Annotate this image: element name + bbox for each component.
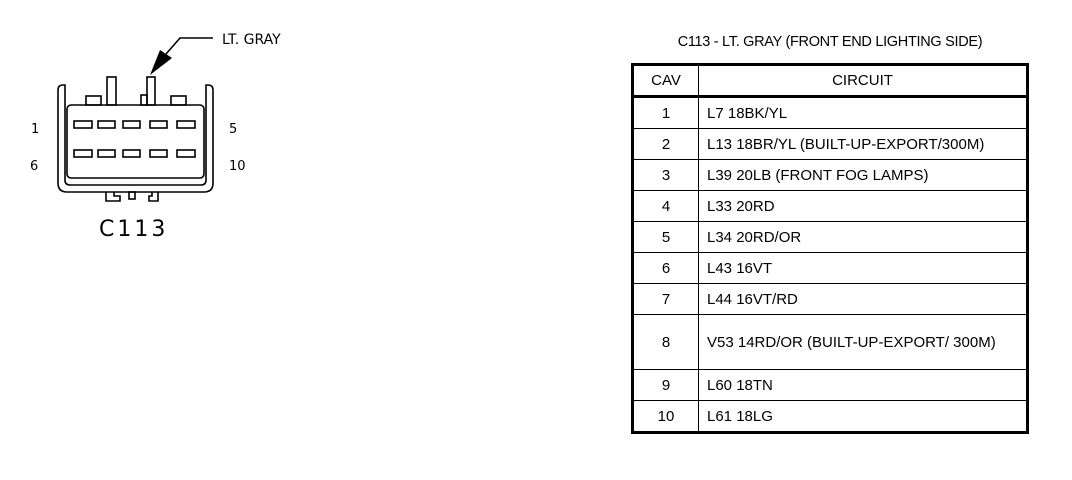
callout-label: LT. GRAY <box>222 32 281 48</box>
connector-name: C113 <box>99 217 168 242</box>
table-row: 6 L43 16VT <box>632 252 1028 284</box>
cav-cell: 4 <box>632 190 699 222</box>
table-row: 7 L44 16VT/RD <box>632 283 1028 315</box>
connector-face <box>66 104 205 179</box>
cavity-circuit-table: CAV CIRCUIT 1 L7 18BK/YL 2 L13 18BR/YL (BUI… <box>631 63 1029 434</box>
circuit-cell: L33 20RD <box>698 190 1028 222</box>
header-cav: CAV <box>632 64 699 98</box>
circuit-cell: L39 20LB (FRONT FOG LAMPS) <box>698 159 1028 191</box>
table-row: 9 L60 18TN <box>632 369 1028 401</box>
pin-label-5: 5 <box>229 122 237 137</box>
table-header-row: CAV CIRCUIT <box>632 64 1028 98</box>
pin-label-1: 1 <box>31 122 39 137</box>
pin-label-6: 6 <box>30 159 38 174</box>
circuit-cell: L13 18BR/YL (BUILT-UP-EXPORT/300M) <box>698 128 1028 160</box>
cav-cell: 10 <box>632 400 699 433</box>
cav-cell: 7 <box>632 283 699 315</box>
table-row: 5 L34 20RD/OR <box>632 221 1028 253</box>
table-title: C113 - LT. GRAY (FRONT END LIGHTING SIDE… <box>677 34 983 50</box>
cavity-slots <box>73 120 196 158</box>
cav-cell: 1 <box>632 96 699 129</box>
circuit-cell: L43 16VT <box>698 252 1028 284</box>
cav-cell: 5 <box>632 221 699 253</box>
circuit-cell: L61 18LG <box>698 400 1028 433</box>
circuit-cell: L34 20RD/OR <box>698 221 1028 253</box>
circuit-cell: L60 18TN <box>698 369 1028 401</box>
circuit-cell: V53 14RD/OR (BUILT-UP-EXPORT/ 300M) <box>698 314 1028 370</box>
connector-diagram: LT. GRAY 1 5 6 10 C113 <box>30 32 281 242</box>
cav-cell: 3 <box>632 159 699 191</box>
table-row: 8 V53 14RD/OR (BUILT-UP-EXPORT/ 300M) <box>632 314 1028 370</box>
table-row: 10 L61 18LG <box>632 400 1028 433</box>
header-circuit: CIRCUIT <box>698 64 1028 98</box>
table-row: 2 L13 18BR/YL (BUILT-UP-EXPORT/300M) <box>632 128 1028 160</box>
connector-outer-shell <box>57 84 214 193</box>
cav-cell: 6 <box>632 252 699 284</box>
callout-arrowhead <box>150 50 172 75</box>
cav-cell: 8 <box>632 314 699 370</box>
table-row: 1 L7 18BK/YL <box>632 96 1028 129</box>
pin-label-10: 10 <box>229 159 246 174</box>
circuit-cell: L44 16VT/RD <box>698 283 1028 315</box>
callout-leader-line <box>165 37 213 55</box>
cav-cell: 2 <box>632 128 699 160</box>
cav-cell: 9 <box>632 369 699 401</box>
table-row: 4 L33 20RD <box>632 190 1028 222</box>
circuit-cell: L7 18BK/YL <box>698 96 1028 129</box>
table-row: 3 L39 20LB (FRONT FOG LAMPS) <box>632 159 1028 191</box>
